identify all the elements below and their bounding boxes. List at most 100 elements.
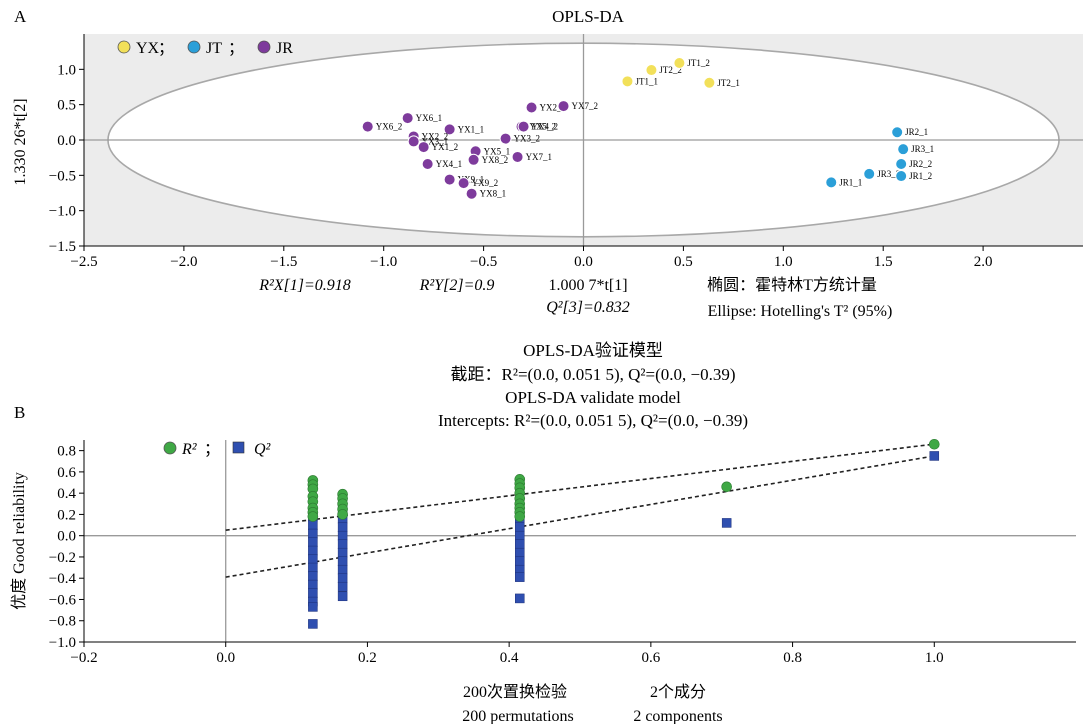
q2-point [515,572,525,582]
plot-a-y-tick-label: −0.5 [49,168,76,184]
plot-b-y-tick-label: −0.2 [49,550,76,566]
q2-point [337,581,348,592]
q2-point [308,588,318,598]
legend-a-marker [187,40,201,54]
point-yx9-1 [443,173,456,186]
plot-b-y-tick-label: 0.4 [57,486,76,502]
plot-a-x-tick-label: −0.5 [470,254,497,270]
point-label: YX3_1 [422,136,449,146]
point-jr1-1 [825,176,838,189]
point-label: YX9_2 [472,178,499,188]
q2-point [337,547,348,558]
point-label: YX2_1 [540,102,567,112]
r2-point [928,438,940,450]
point-label: JR3_1 [911,144,934,154]
q2-point [308,537,318,547]
panel-b-xlabel-en-1: 200 permutations [462,708,574,724]
q2-point [515,556,525,566]
legend-a-label: YX [136,40,160,57]
panel-b-title-en: OPLS-DA validate model [505,388,681,407]
panel-b-plot: −0.2 0.0 0.2 0.4 0.6 0.8 1.0 −1.0 −0.8 −0.6 −0.4 −0… [49,438,1076,666]
point-yx9-2 [457,177,470,190]
legend-a-marker [257,40,271,54]
q2-point [308,554,318,564]
q2-point [337,522,348,532]
point-label: JR2_1 [905,127,928,137]
plot-a-x-tick-label: 1.0 [774,254,793,270]
point-yx4-2 [517,120,530,133]
point-yx4-1 [421,158,434,171]
panel-a-q2: Q²[3]=0.832 [546,299,630,316]
q2-point [308,602,318,612]
point-jr3-1 [897,143,910,156]
point-label: JT2_2 [659,65,682,75]
panel-b-letter: B [14,403,25,422]
panel-b-intercepts-cn: 截距：R²=(0.0, 0.051 5), Q²=(0.0, −0.39) [451,365,736,384]
legend-b-q2-label: Q² [254,441,272,458]
panel-a-r2y: R²Y[2]=0.9 [419,277,495,294]
q2-point [308,562,318,573]
plot-b-x-tick-label: 0.6 [641,650,660,666]
q2-point [337,539,348,549]
plot-b-x-tick-label: −0.2 [70,650,97,666]
plot-b-y-tick-label: −1.0 [49,635,76,651]
q2-point [308,545,318,556]
plot-b-x-tick-label: 0.2 [358,650,377,666]
r2-point [514,511,526,522]
plot-b-y-tick-label: 0.8 [57,444,76,460]
q2-point [515,539,525,549]
point-label: YX2_2 [422,131,449,141]
point-label: YX3_2 [514,134,541,144]
panel-a-ellipse-en: Ellipse: Hotelling's T² (95%) [708,303,893,320]
panel-b-intercepts-en: Intercepts: R²=(0.0, 0.051 5), Q²=(0.0, … [438,411,748,430]
point-label: JT1_2 [687,58,710,68]
point-yx8-1 [465,187,478,200]
q2-point [515,593,525,604]
q2-point [308,571,318,581]
legend-a-sep: ； [228,40,244,57]
point-label: YX1_1 [458,124,485,134]
point-label: JR1_1 [839,177,862,187]
plot-a-x-tick-label: −2.5 [70,254,97,270]
point-jr2-2 [895,158,908,171]
q2-point [308,520,318,530]
q2-point [515,530,525,541]
plot-a-x-tick-label: −2.0 [170,254,197,270]
point-yx7-2 [557,100,570,113]
point-label: YX5_2 [530,122,557,132]
q2-point [929,451,940,461]
q2-point [308,579,318,590]
point-label: JR2_2 [909,159,932,169]
plot-a-y-tick-label: 0.5 [57,98,76,114]
plot-a-y-tick-label: −1.5 [49,239,76,255]
point-jr3-2 [863,167,876,180]
plot-a-y-tick-label: 1.0 [57,62,76,78]
q2-point [308,528,318,539]
plot-a-x-tick-label: 0.5 [674,254,693,270]
plot-a-x-tick-label: 0.0 [574,254,593,270]
legend-b-sep: ； [204,441,220,458]
legend-b-q2-marker [232,441,245,454]
point-label: YX8_2 [482,155,509,165]
q2-point [515,522,525,532]
plot-b-y-tick-label: −0.4 [49,571,77,587]
panel-b-xlabel-cn-2: 2个成分 [650,683,706,701]
legend-b-r2-marker [163,441,177,455]
point-jt2-1 [703,76,716,89]
point-label: JT2_1 [717,78,740,88]
point-label: YX5_1 [484,146,511,156]
panel-a-ellipse-cn: 椭圆：霍特林T方统计量 [707,276,877,294]
panel-a-ylabel: 1.330 26*t[2] [12,98,29,185]
legend-a-label: JR [276,40,293,57]
point-label: JR3_2 [877,169,900,179]
plot-b-x-tick-label: 0.8 [783,650,802,666]
point-yx8-2 [467,153,480,166]
legend-a-sep: ； [158,40,174,57]
point-yx6-2 [361,120,374,133]
point-jt1-1 [621,75,634,88]
panel-b-xlabel-cn-1: 200次置换检验 [463,683,567,701]
point-label: YX7_2 [572,101,599,111]
plot-b-y-tick-label: 0.6 [57,465,76,481]
plot-b-y-tick-label: −0.8 [49,614,76,630]
